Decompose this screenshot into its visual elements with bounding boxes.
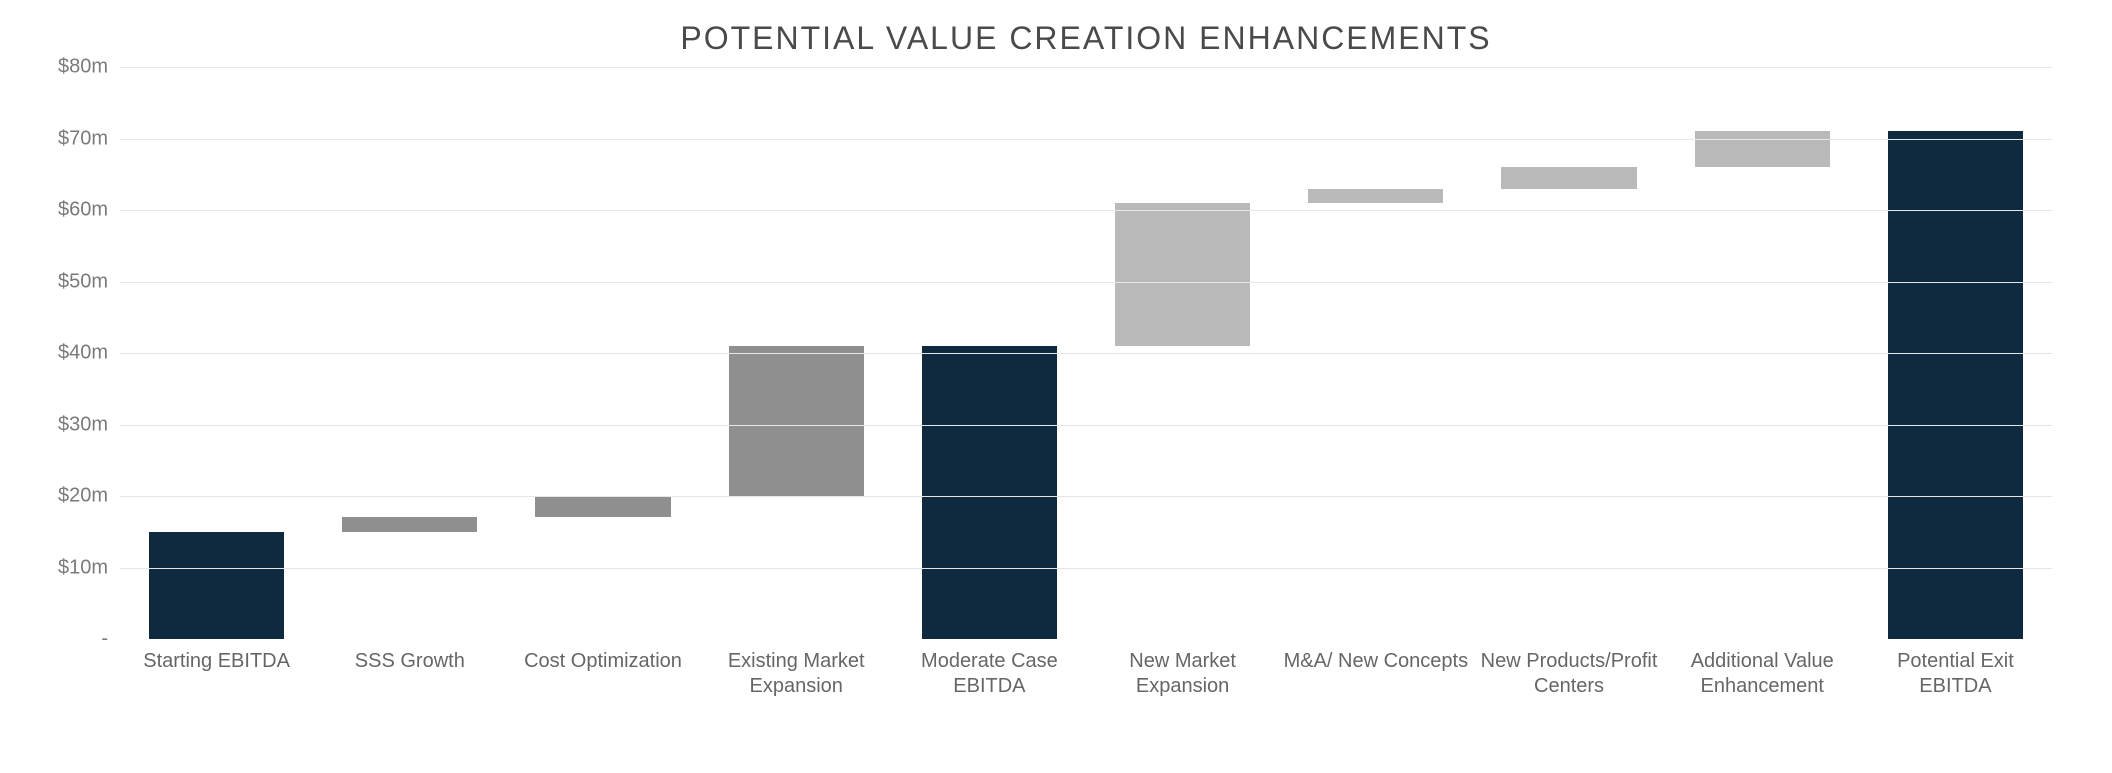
chart-title: POTENTIAL VALUE CREATION ENHANCEMENTS	[120, 20, 2052, 57]
increment-bar	[535, 496, 670, 517]
x-label: Additional Value Enhancement	[1666, 643, 1859, 733]
increment-bar	[1308, 189, 1443, 203]
y-tick-label: $50m	[58, 270, 108, 293]
y-tick-label: $40m	[58, 342, 108, 365]
total-bar	[149, 532, 284, 639]
x-label: M&A/ New Concepts	[1279, 643, 1472, 733]
y-tick-label: $10m	[58, 556, 108, 579]
increment-bar	[1501, 167, 1636, 188]
gridline	[120, 425, 2052, 426]
x-label: Cost Optimization	[506, 643, 699, 733]
x-label: Potential Exit EBITDA	[1859, 643, 2052, 733]
gridline	[120, 353, 2052, 354]
x-label: New Products/Profit Centers	[1472, 643, 1665, 733]
y-tick-label: $20m	[58, 485, 108, 508]
x-label: Moderate Case EBITDA	[893, 643, 1086, 733]
y-tick-label: $30m	[58, 413, 108, 436]
total-bar	[1888, 131, 2023, 639]
gridline	[120, 210, 2052, 211]
gridline	[120, 496, 2052, 497]
increment-bar	[1695, 131, 1830, 167]
increment-bar	[1115, 203, 1250, 346]
y-tick-label: $80m	[58, 56, 108, 79]
increment-bar	[342, 517, 477, 531]
y-tick-label: $60m	[58, 199, 108, 222]
total-bar	[922, 346, 1057, 639]
gridline	[120, 139, 2052, 140]
plot-row: -$10m$20m$30m$40m$50m$60m$70m$80m	[120, 67, 2052, 639]
y-tick-label: $70m	[58, 127, 108, 150]
gridline	[120, 67, 2052, 68]
plot-area	[120, 67, 2052, 639]
x-label: SSS Growth	[313, 643, 506, 733]
y-axis: -$10m$20m$30m$40m$50m$60m$70m$80m	[40, 67, 120, 639]
x-label: New Market Expansion	[1086, 643, 1279, 733]
x-label: Starting EBITDA	[120, 643, 313, 733]
x-axis: Starting EBITDASSS GrowthCost Optimizati…	[120, 643, 2052, 733]
y-tick-label: -	[101, 628, 108, 651]
gridline	[120, 282, 2052, 283]
gridline	[120, 568, 2052, 569]
x-label: Existing Market Expansion	[700, 643, 893, 733]
waterfall-chart: POTENTIAL VALUE CREATION ENHANCEMENTS -$…	[0, 0, 2112, 773]
increment-bar	[729, 346, 864, 496]
